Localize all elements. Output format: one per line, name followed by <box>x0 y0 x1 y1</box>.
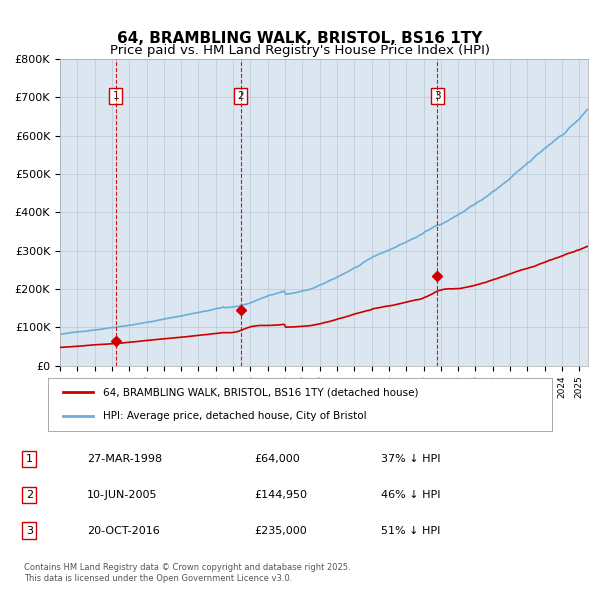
Text: £144,950: £144,950 <box>254 490 307 500</box>
Text: 3: 3 <box>434 91 441 101</box>
Text: £64,000: £64,000 <box>254 454 299 464</box>
Text: 37% ↓ HPI: 37% ↓ HPI <box>380 454 440 464</box>
Text: 46% ↓ HPI: 46% ↓ HPI <box>380 490 440 500</box>
Text: £235,000: £235,000 <box>254 526 307 536</box>
Text: 1: 1 <box>26 454 33 464</box>
Text: 2: 2 <box>238 91 244 101</box>
Text: Price paid vs. HM Land Registry's House Price Index (HPI): Price paid vs. HM Land Registry's House … <box>110 44 490 57</box>
Text: Contains HM Land Registry data © Crown copyright and database right 2025.
This d: Contains HM Land Registry data © Crown c… <box>24 563 350 583</box>
Text: HPI: Average price, detached house, City of Bristol: HPI: Average price, detached house, City… <box>103 411 367 421</box>
Text: 64, BRAMBLING WALK, BRISTOL, BS16 1TY: 64, BRAMBLING WALK, BRISTOL, BS16 1TY <box>118 31 482 46</box>
Text: 27-MAR-1998: 27-MAR-1998 <box>87 454 162 464</box>
Text: 20-OCT-2016: 20-OCT-2016 <box>87 526 160 536</box>
Text: 1: 1 <box>113 91 119 101</box>
Text: 3: 3 <box>26 526 33 536</box>
Text: 64, BRAMBLING WALK, BRISTOL, BS16 1TY (detached house): 64, BRAMBLING WALK, BRISTOL, BS16 1TY (d… <box>103 388 419 398</box>
Text: 51% ↓ HPI: 51% ↓ HPI <box>380 526 440 536</box>
Text: 10-JUN-2005: 10-JUN-2005 <box>87 490 157 500</box>
Text: 2: 2 <box>26 490 33 500</box>
